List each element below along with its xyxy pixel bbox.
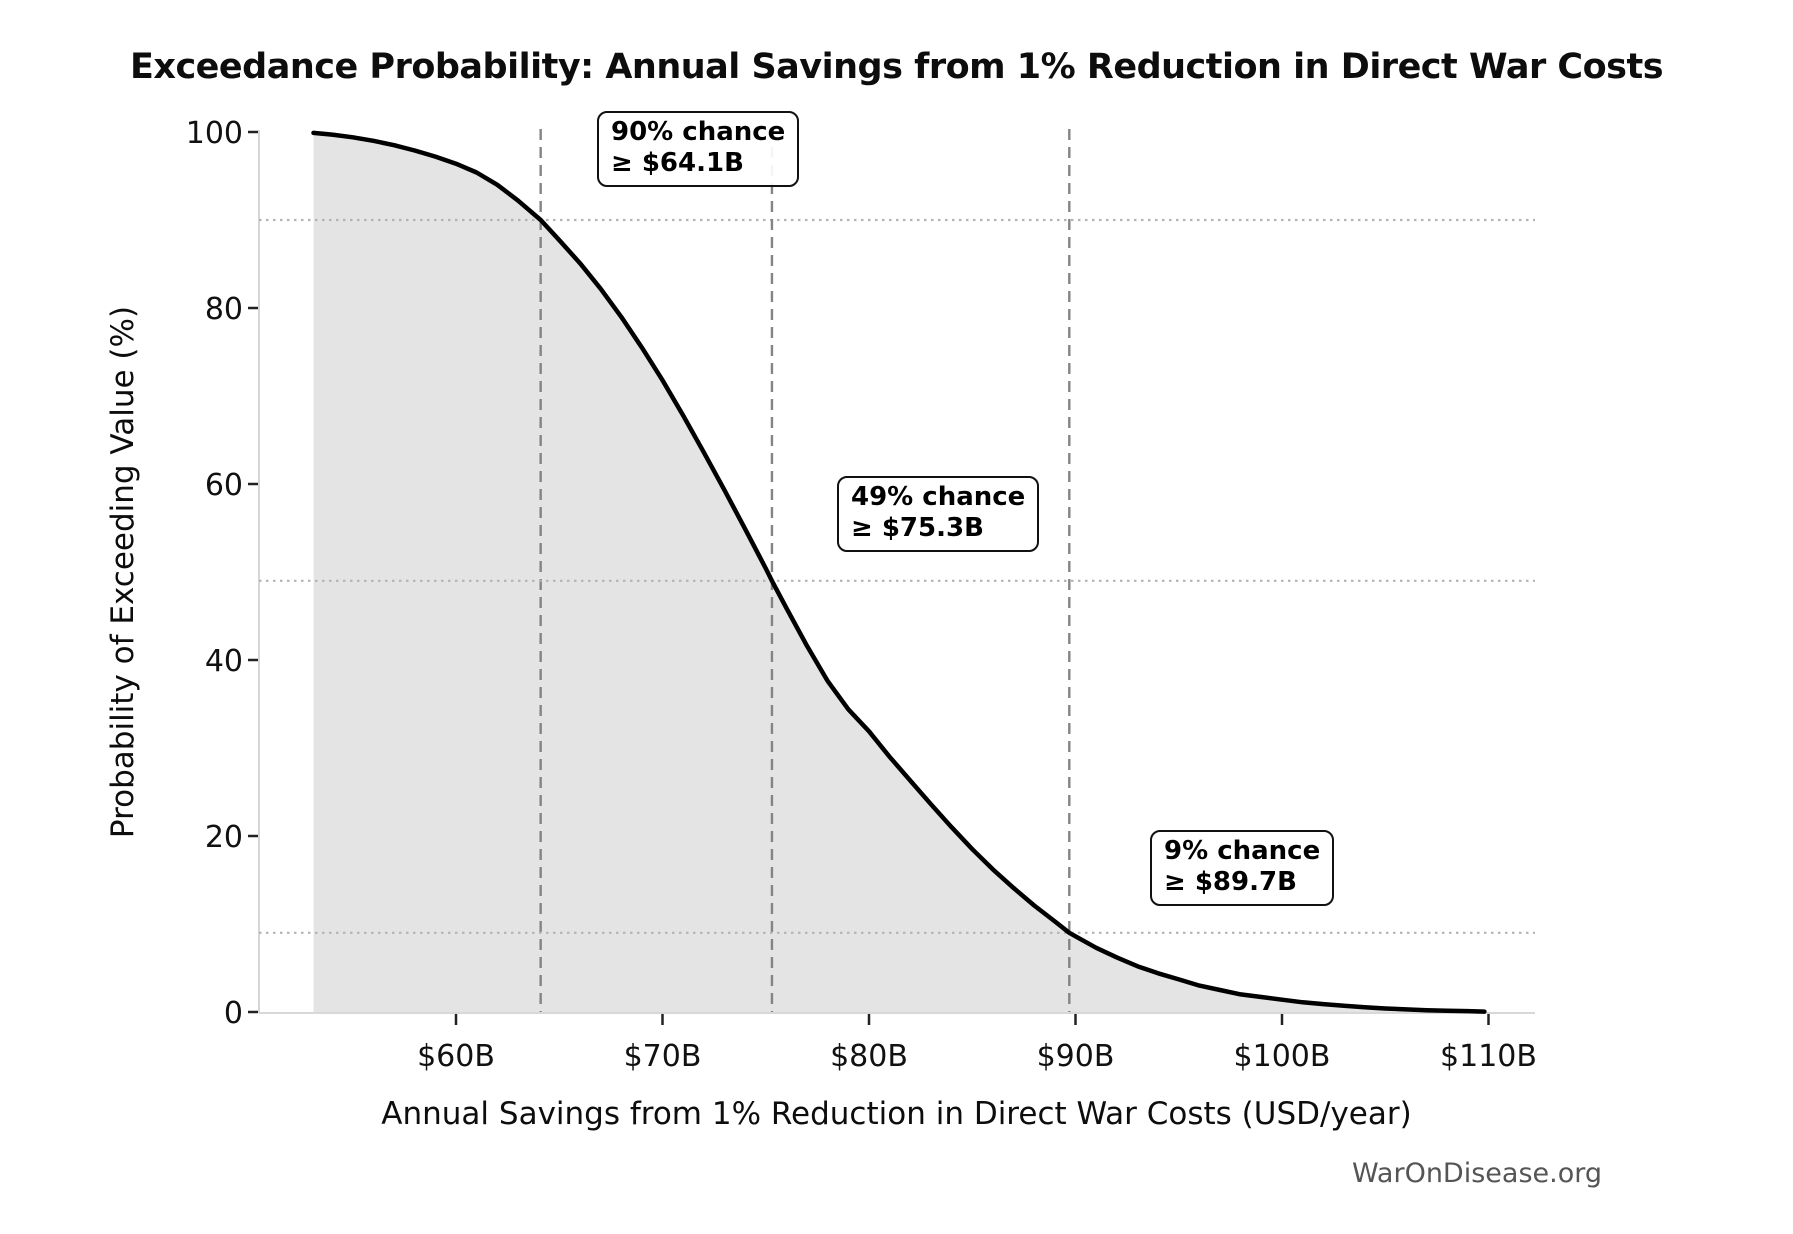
x-tick-label: $90B — [1037, 1039, 1115, 1074]
y-tick-label: 40 — [205, 644, 243, 679]
annotation-90pct-line2: ≥ $64.1B — [611, 148, 744, 178]
annotation-90pct-box: 90% chance ≥ $64.1B — [597, 111, 800, 187]
x-axis-label: Annual Savings from 1% Reduction in Dire… — [381, 1096, 1412, 1132]
exceedance-curve — [311, 130, 1487, 1014]
y-axis-ticks: 0 20 40 60 80 100 — [186, 116, 258, 1031]
annotation-9pct-line1: 9% chance — [1164, 836, 1321, 866]
x-tick-label: $60B — [417, 1039, 495, 1074]
y-axis-label: Probability of Exceeding Value (%) — [105, 305, 141, 839]
y-tick-label: 100 — [186, 116, 243, 151]
y-tick-label: 0 — [224, 996, 243, 1031]
chart-title: Exceedance Probability: Annual Savings f… — [129, 47, 1664, 87]
annotation-49pct-line2: ≥ $75.3B — [851, 513, 984, 543]
annotation-9pct-box: 9% chance ≥ $89.7B — [1150, 830, 1335, 906]
y-tick-label: 20 — [205, 820, 243, 855]
y-tick-label: 60 — [205, 468, 243, 503]
curve-fill-area — [313, 132, 1485, 1012]
x-tick-label: $80B — [830, 1039, 908, 1074]
annotation-49pct-box: 49% chance ≥ $75.3B — [837, 476, 1040, 552]
x-tick-label: $110B — [1440, 1039, 1537, 1074]
annotation-49pct-line1: 49% chance — [851, 482, 1026, 512]
axis-spines — [258, 130, 1535, 1014]
y-tick-label: 80 — [205, 292, 243, 327]
annotation-90pct-line1: 90% chance — [611, 117, 786, 147]
x-tick-label: $100B — [1234, 1039, 1331, 1074]
x-tick-label: $70B — [624, 1039, 702, 1074]
watermark: WarOnDisease.org — [1351, 1158, 1602, 1189]
annotation-9pct-line2: ≥ $89.7B — [1164, 867, 1297, 897]
x-axis-ticks: $60B $70B $80B $90B $100B $110B — [417, 1014, 1537, 1074]
reference-lines — [259, 129, 1535, 1012]
